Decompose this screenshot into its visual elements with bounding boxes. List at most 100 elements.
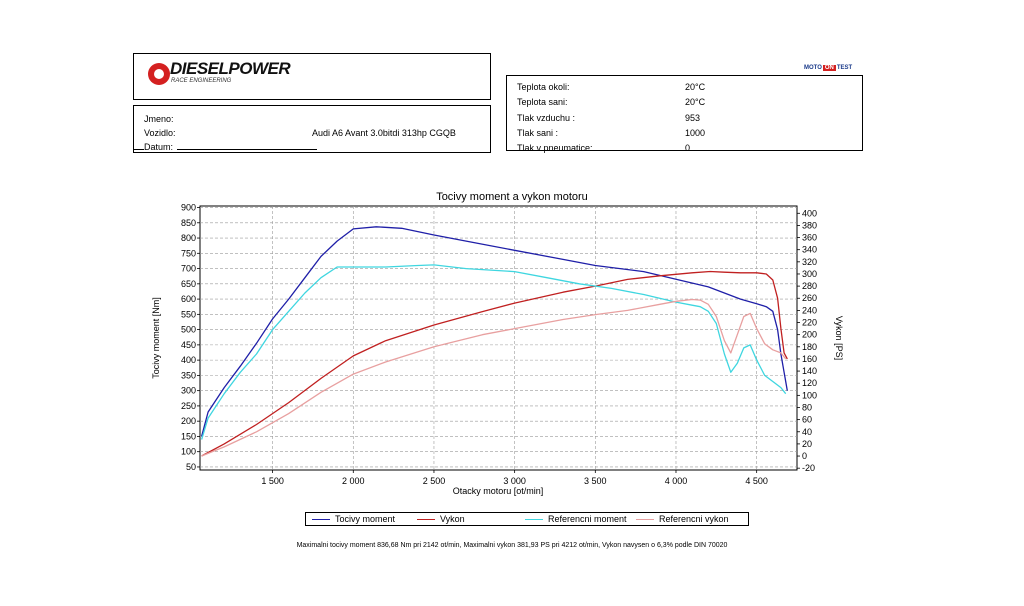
y2-tick-label: 120 <box>802 378 817 388</box>
cond-label-2: Tlak vzduchu : <box>517 113 576 123</box>
y2-tick-label: 20 <box>802 439 812 449</box>
y-tick-label: 850 <box>181 218 196 228</box>
y2-tick-label: 380 <box>802 220 817 230</box>
date-dash-right <box>177 149 317 150</box>
x-axis-label: Otacky motoru [ot/min] <box>453 486 544 496</box>
badge-part-1: MOTO <box>804 65 822 71</box>
y2-tick-label: 60 <box>802 415 812 425</box>
cond-dash-left <box>507 150 515 151</box>
y-tick-label: 650 <box>181 279 196 289</box>
y-tick-label: 700 <box>181 264 196 274</box>
y2-tick-label: 360 <box>802 233 817 243</box>
x-tick-label: 4 500 <box>745 476 768 486</box>
brand-name: DIESELPOWER <box>170 59 291 78</box>
vehicle-value: Audi A6 Avant 3.0bitdi 313hp CGQB <box>312 128 456 138</box>
brand-subtitle: RACE ENGINEERING <box>171 78 232 84</box>
y2-tick-label: 300 <box>802 269 817 279</box>
y2-tick-label: 160 <box>802 354 817 364</box>
cond-value-4: 0 <box>685 143 691 153</box>
y-tick-label: 50 <box>186 462 196 472</box>
badge-part-2: ON <box>822 65 836 71</box>
y-tick-label: 600 <box>181 294 196 304</box>
y2-tick-label: 180 <box>802 342 817 352</box>
legend-item-ref-power: Referencni vykon <box>636 514 729 524</box>
cond-value-3: 1000 <box>685 128 706 138</box>
y2-tick-label: 320 <box>802 257 817 267</box>
y2-tick-label: 260 <box>802 293 817 303</box>
y-tick-label: 800 <box>181 233 196 243</box>
chart-title: Tocivy moment a vykon motoru <box>436 191 588 203</box>
legend-item-torque: Tocivy moment <box>312 514 395 524</box>
y2-tick-label: -20 <box>802 463 815 473</box>
cond-label-3: Tlak sani : <box>517 128 559 138</box>
y2-tick-label: 100 <box>802 390 817 400</box>
y2-tick-label: 200 <box>802 330 817 340</box>
logo-panel: DIESELPOWER RACE ENGINEERING <box>133 53 491 100</box>
series-lines <box>200 226 788 457</box>
y-tick-label: 100 <box>181 447 196 457</box>
legend-swatch-power <box>417 518 435 520</box>
x-tick-label: 2 000 <box>342 476 365 486</box>
y-tick-label: 400 <box>181 355 196 365</box>
cond-label-4: Tlak v pneumatice: <box>517 143 593 153</box>
y2-tick-label: 80 <box>802 402 812 412</box>
y-tick-label: 450 <box>181 340 196 350</box>
legend-swatch-ref-power <box>636 518 654 520</box>
y2-tick-label: 340 <box>802 245 817 255</box>
cond-value-1: 20°C <box>685 97 706 107</box>
series-line-referencni-vykon <box>201 298 787 457</box>
y-tick-label: 250 <box>181 401 196 411</box>
conditions-panel: Teplota okoli: 20°C Teplota sani: 20°C T… <box>506 75 863 153</box>
cond-value-0: 20°C <box>685 82 706 92</box>
x-tick-label: 4 000 <box>665 476 688 486</box>
y-tick-label: 200 <box>181 416 196 426</box>
vehicle-label: Vozidlo: <box>144 128 176 138</box>
y-axis-label: Tocivy moment [Nm] <box>151 297 161 379</box>
turbo-logo-icon <box>148 63 170 85</box>
grid <box>200 206 797 470</box>
legend-swatch-ref-torque <box>525 518 543 520</box>
y-tick-label: 350 <box>181 370 196 380</box>
badge-part-3: TEST <box>836 65 853 71</box>
footnote: Maximalni tocivy moment 836,68 Nm pri 21… <box>296 542 728 549</box>
series-line-vykon <box>201 270 788 457</box>
client-panel: Jmeno: Vozidlo: Audi A6 Avant 3.0bitdi 3… <box>133 105 491 153</box>
legend-item-ref-torque: Referencni moment <box>525 514 627 524</box>
y2-tick-label: 400 <box>802 208 817 218</box>
series-line-referencni-moment <box>200 264 787 440</box>
cond-label-0: Teplota okoli: <box>517 82 570 92</box>
y-tick-label: 500 <box>181 325 196 335</box>
y2-tick-label: 0 <box>802 451 807 461</box>
date-dash-left <box>134 149 144 150</box>
x-tick-label: 1 500 <box>261 476 284 486</box>
y-tick-label: 300 <box>181 386 196 396</box>
legend-label-ref-power: Referencni vykon <box>659 514 729 524</box>
y2-tick-label: 280 <box>802 281 817 291</box>
y2-tick-label: 220 <box>802 318 817 328</box>
y2-tick-label: 40 <box>802 427 812 437</box>
y-tick-label: 750 <box>181 248 196 258</box>
y2-tick-label: 240 <box>802 305 817 315</box>
x-tick-label: 2 500 <box>423 476 446 486</box>
x-tick-label: 3 000 <box>503 476 526 486</box>
legend-item-power: Vykon <box>417 514 465 524</box>
legend-swatch-torque <box>312 518 330 520</box>
legend-label-ref-torque: Referencni moment <box>548 514 627 524</box>
date-label: Datum: <box>144 142 174 152</box>
name-label: Jmeno: <box>144 114 174 124</box>
y-tick-label: 550 <box>181 309 196 319</box>
axis-ticks: 5010015020025030035040045050055060065070… <box>181 203 817 486</box>
legend-label-torque: Tocivy moment <box>335 514 396 524</box>
chart-legend: Tocivy moment Vykon Referencni moment Re… <box>305 512 749 526</box>
cond-value-2: 953 <box>685 113 701 123</box>
plot-area <box>199 205 798 471</box>
motontest-badge: MOTO ON TEST <box>804 65 852 71</box>
x-tick-label: 3 500 <box>584 476 607 486</box>
cond-label-1: Teplota sani: <box>517 97 568 107</box>
y2-axis-label: Vykon [PS] <box>834 316 844 360</box>
y-tick-label: 900 <box>181 203 196 213</box>
series-line-tocivy-moment <box>200 226 788 437</box>
legend-label-power: Vykon <box>440 514 465 524</box>
cond-dash-right <box>599 150 684 151</box>
